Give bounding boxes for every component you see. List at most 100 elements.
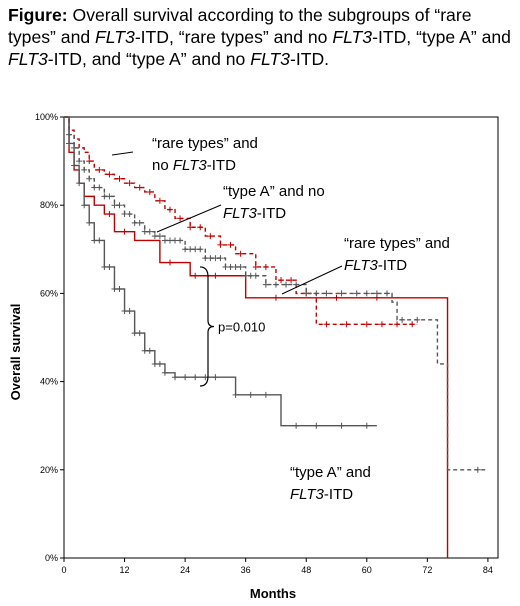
censor-mark xyxy=(262,391,269,398)
censor-mark xyxy=(212,272,219,279)
censor-mark xyxy=(166,206,173,213)
censor-mark xyxy=(106,211,113,218)
caption-lead: Figure: xyxy=(8,5,68,25)
caption-text-5: -ITD. xyxy=(289,49,330,69)
censor-mark xyxy=(278,277,284,284)
censor-mark xyxy=(151,360,158,367)
censor-mark xyxy=(197,246,204,253)
censor-mark xyxy=(399,316,406,323)
censor-mark xyxy=(151,233,158,240)
x-tick-label: 0 xyxy=(61,565,66,575)
censor-mark xyxy=(172,374,179,381)
censor-mark xyxy=(141,347,148,354)
censor-mark xyxy=(232,391,239,398)
censor-mark xyxy=(106,193,113,200)
censor-mark xyxy=(182,374,189,381)
censor-mark xyxy=(227,263,234,270)
censor-mark xyxy=(182,246,189,253)
censor-mark xyxy=(146,347,153,354)
censor-mark xyxy=(121,308,128,315)
censor-mark xyxy=(217,241,224,248)
censor-mark xyxy=(247,391,254,398)
caption-gene-2: FLT3 xyxy=(332,27,373,47)
p-value-brace xyxy=(199,266,215,387)
censor-mark xyxy=(187,224,194,231)
censor-mark xyxy=(252,272,259,279)
censor-mark xyxy=(101,193,108,200)
annotation-text: FLT3 xyxy=(173,157,208,174)
censor-mark xyxy=(131,219,138,226)
censor-mark xyxy=(207,233,214,240)
caption-text-3: -ITD, “type A” and xyxy=(372,27,511,47)
leader-line xyxy=(111,151,134,156)
censor-mark xyxy=(227,241,234,248)
censor-mark xyxy=(156,360,163,367)
censor-mark xyxy=(106,171,113,178)
censor-mark xyxy=(136,219,143,226)
y-tick-label: 60% xyxy=(40,288,58,298)
censor-mark xyxy=(116,202,123,209)
censor-mark xyxy=(293,281,300,288)
chart-axes: 0% 20% 40% 60% 80% 100% 0 12 24 36 48 60 72 84 xyxy=(35,112,499,575)
censor-mark xyxy=(121,211,128,218)
censor-mark xyxy=(378,321,385,328)
censor-mark xyxy=(116,175,123,182)
censor-mark xyxy=(136,330,143,337)
censor-mark xyxy=(303,290,310,297)
caption-gene-3: FLT3 xyxy=(8,49,48,69)
x-tick-label: 36 xyxy=(241,565,251,575)
censor-mark xyxy=(237,250,244,257)
censor-mark xyxy=(81,166,88,173)
censor-mark xyxy=(338,422,345,429)
censor-mark xyxy=(126,211,133,218)
censor-mark xyxy=(383,290,390,297)
censor-mark xyxy=(76,158,83,165)
x-tick-label: 60 xyxy=(362,565,372,575)
series-2 xyxy=(64,116,418,328)
censor-mark xyxy=(116,285,123,292)
censor-mark xyxy=(272,281,279,288)
censor-mark xyxy=(172,237,179,244)
censor-mark xyxy=(414,316,421,323)
censor-mark xyxy=(111,285,118,292)
censor-mark xyxy=(71,162,78,169)
censor-mark xyxy=(156,233,163,240)
censor-mark xyxy=(126,308,133,315)
x-tick-label: 12 xyxy=(120,565,130,575)
censor-mark xyxy=(288,277,295,284)
censor-mark xyxy=(232,263,239,270)
figure-caption: Figure: Overall survival according to th… xyxy=(8,4,516,70)
annotation-text: no xyxy=(152,157,173,174)
censor-mark xyxy=(111,202,118,209)
censor-mark xyxy=(202,374,209,381)
y-tick-label: 0% xyxy=(45,553,58,563)
censor-mark xyxy=(338,290,345,297)
censor-mark xyxy=(161,369,168,376)
series-1 xyxy=(64,116,449,558)
censor-mark xyxy=(262,281,269,288)
censor-mark xyxy=(247,272,254,279)
censor-mark xyxy=(86,175,93,182)
y-tick-label: 40% xyxy=(40,377,58,387)
censor-mark xyxy=(212,374,219,381)
censor-mark xyxy=(146,188,153,195)
censor-mark xyxy=(177,215,184,222)
censor-mark xyxy=(333,294,340,301)
censor-mark xyxy=(237,263,244,270)
annotation-text: -ITD xyxy=(324,486,353,503)
censor-mark xyxy=(101,263,108,270)
y-tick-label: 100% xyxy=(35,112,58,122)
annotation-text: FLT3 xyxy=(223,205,258,222)
leader-line xyxy=(156,204,222,233)
censor-mark xyxy=(71,144,78,151)
censor-mark xyxy=(156,197,163,204)
censor-mark xyxy=(91,184,98,191)
censor-mark xyxy=(76,180,83,187)
censor-mark xyxy=(474,466,481,473)
annotation-3: “rare types” and FLT3-ITD xyxy=(344,235,450,274)
series-3 xyxy=(64,116,377,429)
censor-mark xyxy=(141,228,148,235)
x-tick-label: 24 xyxy=(180,565,190,575)
censor-mark xyxy=(363,422,370,429)
censor-mark xyxy=(242,272,249,279)
